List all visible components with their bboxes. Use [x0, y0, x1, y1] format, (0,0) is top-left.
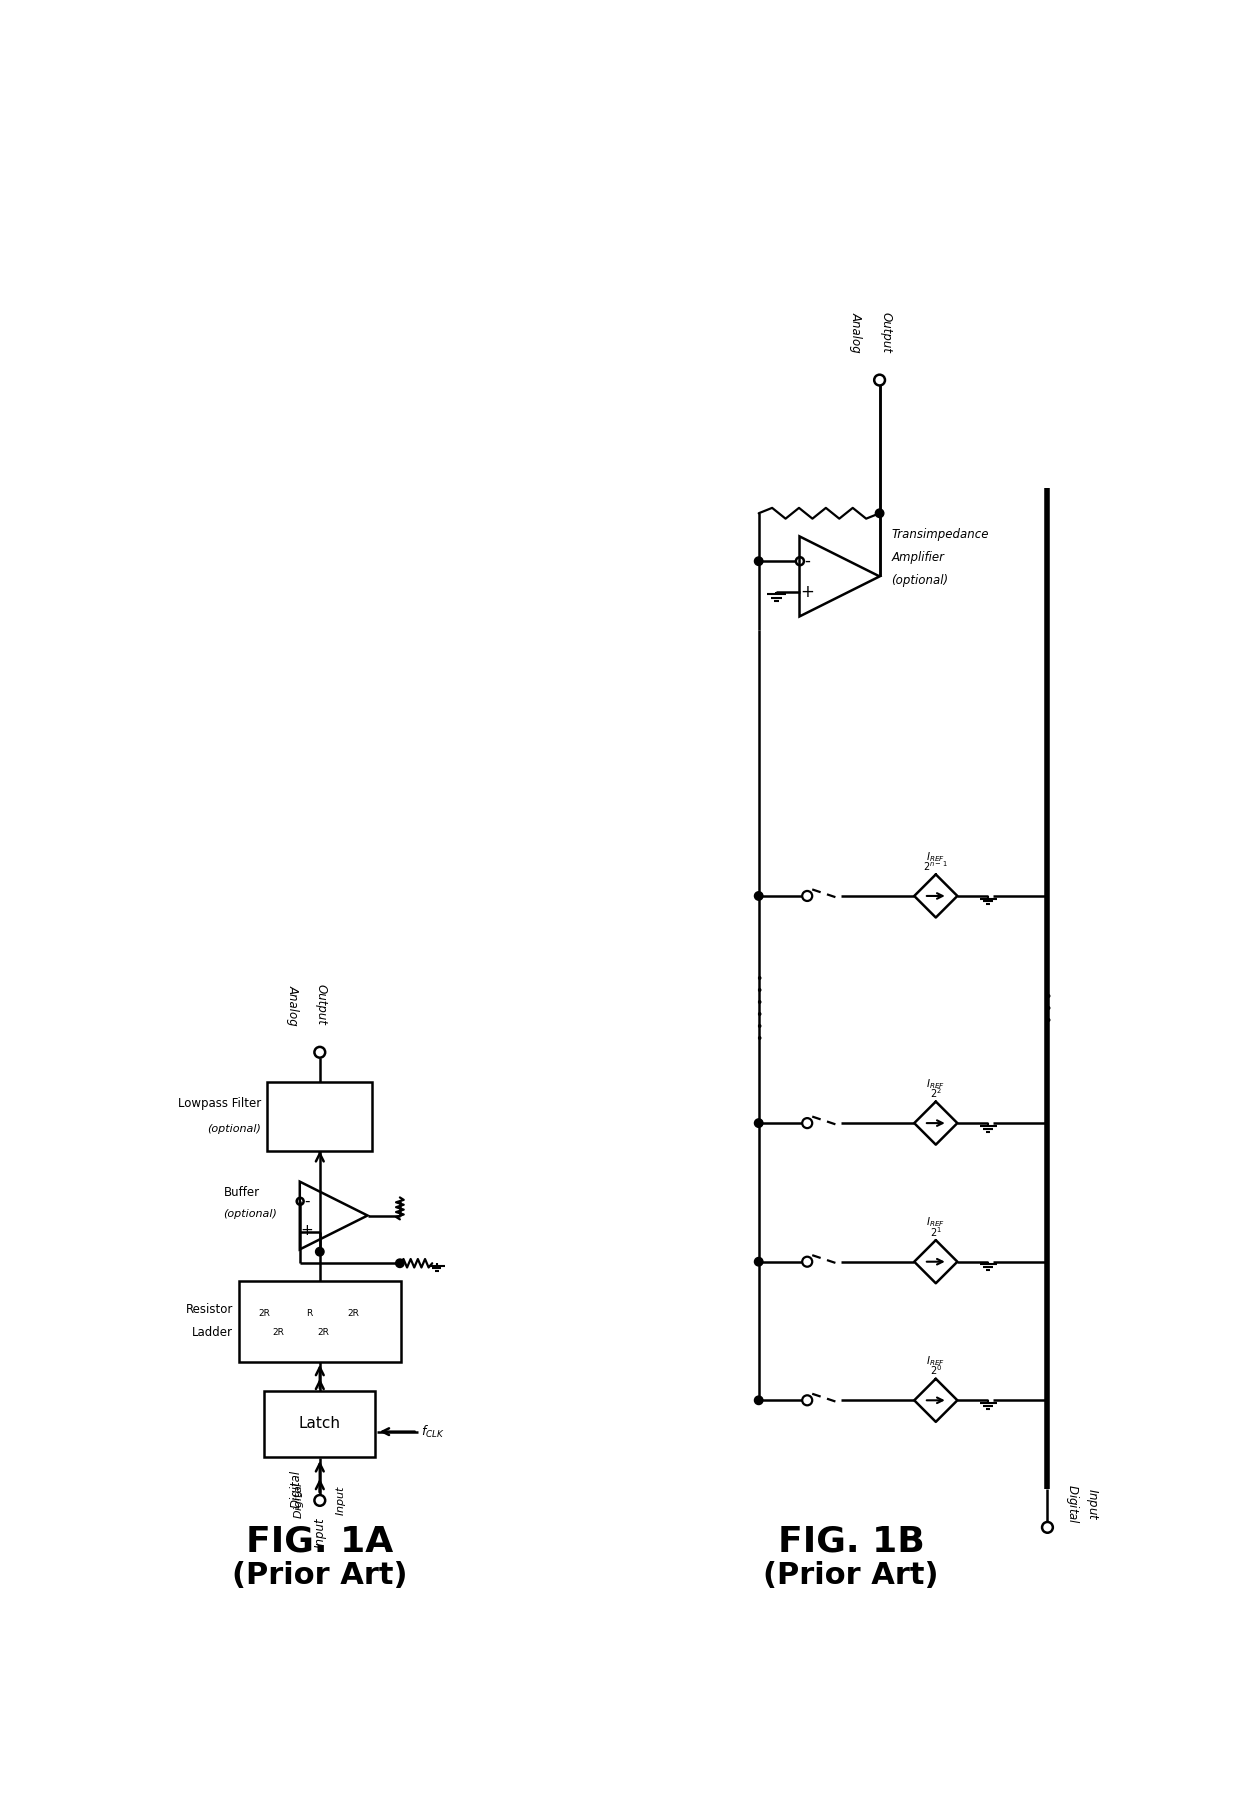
Text: 2R: 2R [272, 1328, 284, 1337]
Text: Lowpass Filter: Lowpass Filter [179, 1098, 262, 1110]
Text: +: + [800, 583, 815, 601]
Bar [239, 1281, 401, 1362]
Text: $\it{Input}$: $\it{Input}$ [334, 1485, 347, 1516]
Text: 2R: 2R [317, 1328, 330, 1337]
Text: -: - [805, 553, 810, 570]
Text: Digital: Digital [290, 1469, 303, 1509]
Text: Analog: Analog [849, 312, 863, 353]
Text: $I_{REF}$: $I_{REF}$ [926, 1076, 945, 1091]
Circle shape [875, 509, 884, 517]
Text: 2R: 2R [258, 1310, 270, 1319]
Text: $2^1$: $2^1$ [930, 1225, 941, 1238]
Text: $2^2$: $2^2$ [930, 1085, 941, 1100]
Circle shape [315, 1247, 324, 1256]
Circle shape [754, 1258, 763, 1267]
Bar [268, 1082, 372, 1150]
Text: •
•
•: • • • [1044, 990, 1052, 1028]
Text: (optional): (optional) [892, 574, 949, 587]
Text: Output: Output [315, 985, 327, 1026]
Bar [264, 1390, 376, 1457]
Text: Buffer: Buffer [223, 1186, 259, 1198]
Text: Input: Input [314, 1518, 326, 1548]
Text: $2^0$: $2^0$ [930, 1363, 942, 1378]
Text: Latch: Latch [299, 1415, 341, 1432]
Text: $f_{CLK}$: $f_{CLK}$ [420, 1424, 444, 1441]
Text: Output: Output [879, 312, 893, 353]
Text: $\it{Digital}$: $\it{Digital}$ [291, 1482, 306, 1520]
Text: +: + [300, 1224, 312, 1238]
Text: Transimpedance: Transimpedance [892, 527, 988, 540]
Text: Ladder: Ladder [192, 1326, 233, 1340]
Circle shape [754, 1396, 763, 1405]
Text: Analog: Analog [286, 985, 299, 1026]
Text: (optional): (optional) [223, 1209, 278, 1218]
Text: $\it{Digital}$: $\it{Digital}$ [1064, 1484, 1081, 1525]
Text: R: R [306, 1310, 312, 1319]
Circle shape [754, 556, 763, 565]
Text: •
•
•
•
•
•: • • • • • • [755, 972, 763, 1046]
Circle shape [754, 1119, 763, 1127]
Text: 2R: 2R [347, 1310, 360, 1319]
Text: FIG. 1B: FIG. 1B [777, 1525, 925, 1559]
Text: -: - [304, 1193, 310, 1209]
Text: (Prior Art): (Prior Art) [764, 1561, 939, 1589]
Text: Amplifier: Amplifier [892, 551, 944, 563]
Text: $I_{REF}$: $I_{REF}$ [926, 1354, 945, 1369]
Text: $2^{n-1}$: $2^{n-1}$ [924, 859, 949, 874]
Text: $\it{Input}$: $\it{Input}$ [1085, 1487, 1100, 1521]
Text: FIG. 1A: FIG. 1A [247, 1525, 393, 1559]
Text: $I_{REF}$: $I_{REF}$ [926, 850, 945, 863]
Text: $I_{REF}$: $I_{REF}$ [926, 1216, 945, 1229]
Circle shape [754, 892, 763, 901]
Circle shape [396, 1259, 404, 1268]
Text: (optional): (optional) [207, 1123, 262, 1134]
Text: (Prior Art): (Prior Art) [232, 1561, 408, 1589]
Text: Resistor: Resistor [186, 1302, 233, 1317]
